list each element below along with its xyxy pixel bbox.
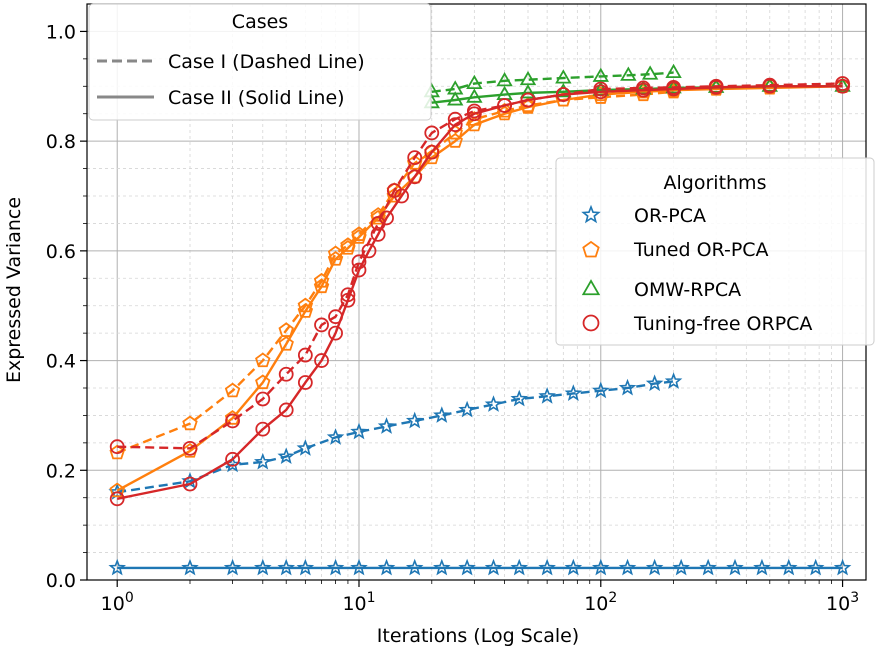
legend-case-solid-label: Case II (Solid Line) (168, 87, 345, 109)
legend-algorithms-title: Algorithms (664, 172, 767, 194)
y-tick-label: 0.8 (46, 131, 76, 153)
legend-cases-title: Cases (232, 11, 288, 33)
legend-tuned-or-pca-label: Tuned OR-PCA (633, 239, 769, 261)
x-axis-label: Iterations (Log Scale) (377, 625, 579, 647)
legend-tuning-free-orpca-label: Tuning-free ORPCA (633, 313, 812, 335)
chart-canvas: 100 101 102 1030.00.20.40.60.81.0 Iteration… (0, 0, 891, 651)
y-tick-label: 0.2 (46, 460, 76, 482)
y-axis-label: Expressed Variance (3, 197, 25, 383)
y-tick-label: 0.0 (46, 570, 76, 592)
legend-case-dashed-label: Case I (Dashed Line) (168, 51, 365, 73)
y-tick-label: 1.0 (46, 21, 76, 43)
y-tick-label: 0.4 (46, 351, 76, 373)
legend-algorithms: Algorithms OR-PCA Tuned OR-PCA OMW-RPCA … (556, 158, 874, 345)
legend-or-pca-label: OR-PCA (634, 205, 706, 227)
legend-cases: Cases Case I (Dashed Line) Case II (Soli… (89, 4, 431, 120)
y-tick-label: 0.6 (46, 241, 76, 263)
legend-omw-rpca-label: OMW-RPCA (634, 279, 741, 301)
